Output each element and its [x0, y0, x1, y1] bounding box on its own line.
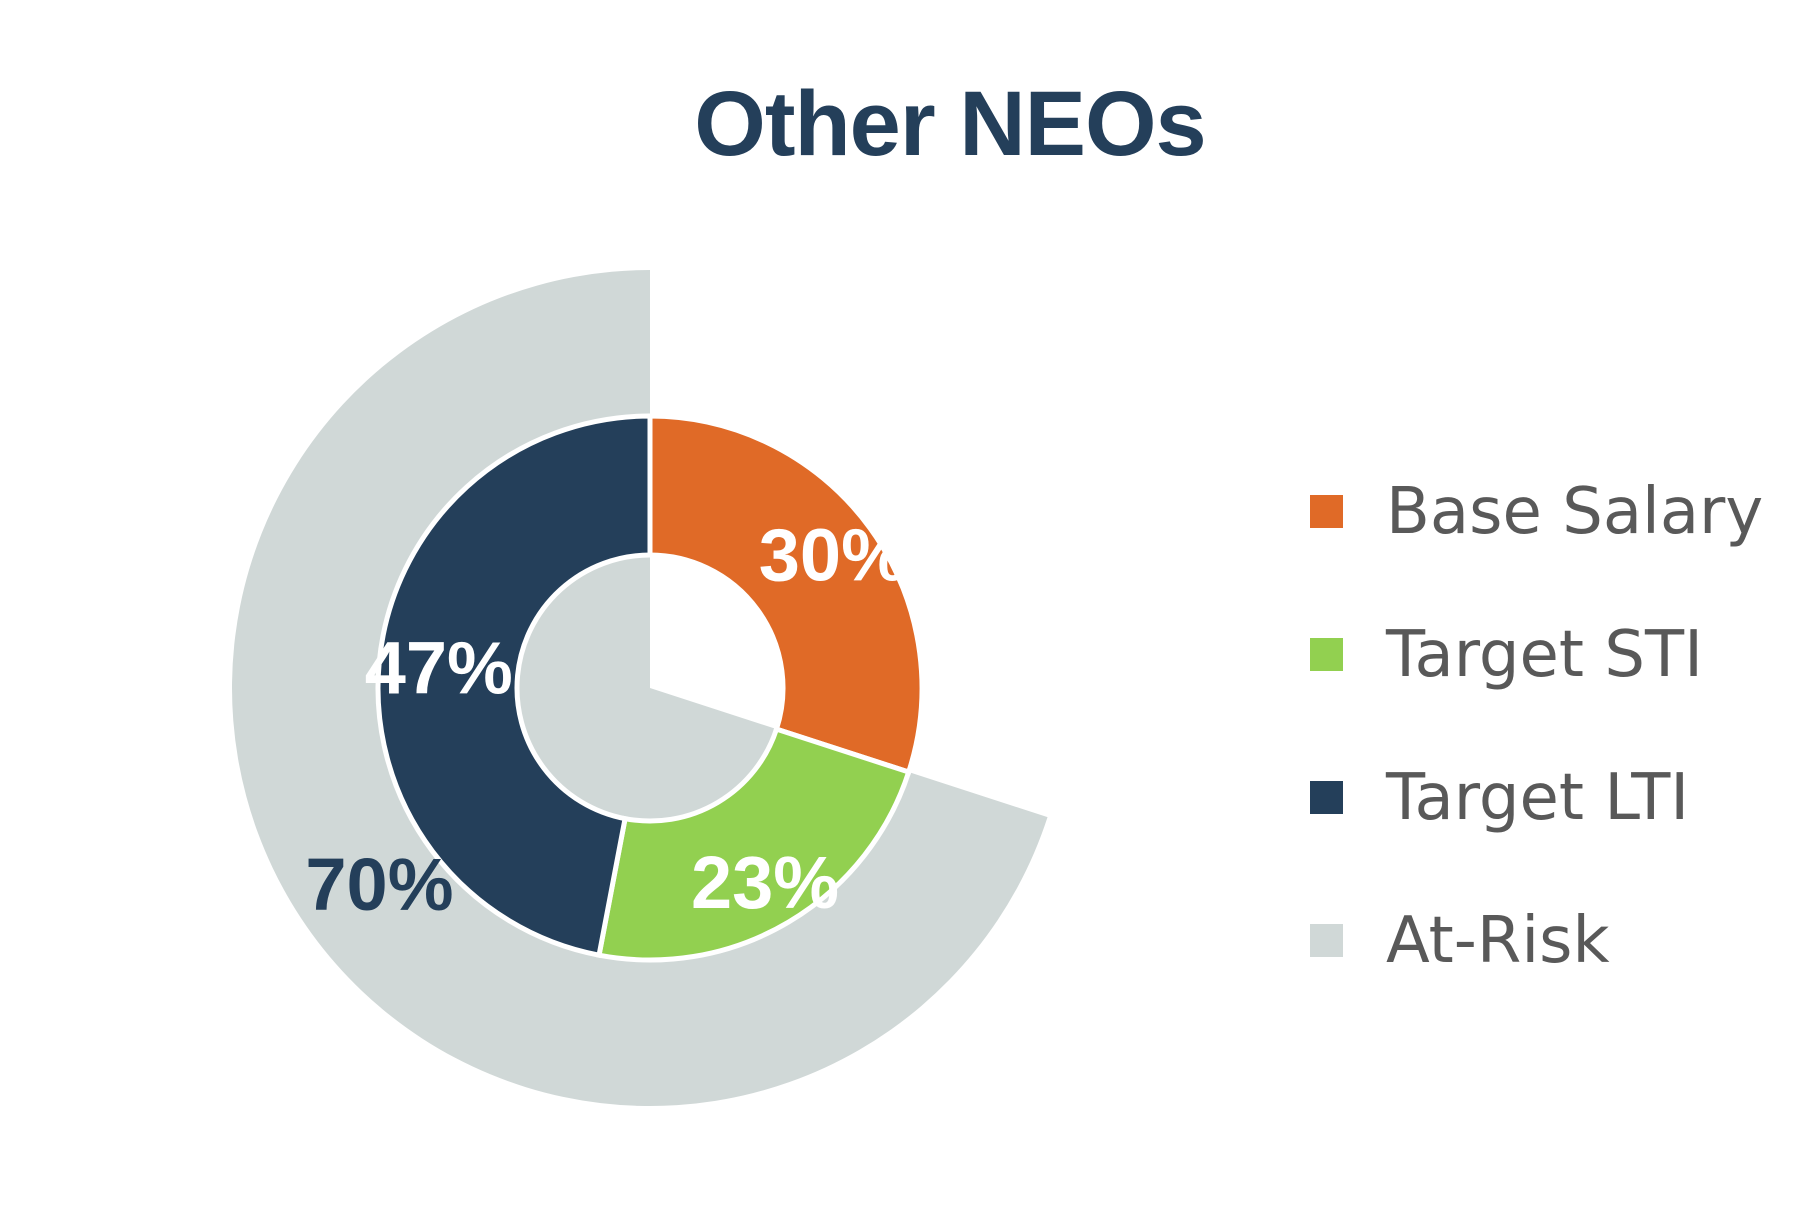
chart-title: Other NEOs [694, 73, 1206, 175]
legend-label-target-lti: Target LTI [1386, 760, 1690, 835]
data-label-outer-at-risk: 70% [305, 843, 453, 926]
slice-labels: 30% 23% 47% 70% [305, 514, 906, 926]
legend-item-at-risk: At-Risk [1310, 869, 1763, 1012]
slice-inner-target-sti [596, 725, 912, 963]
data-label-inner-target-sti: 23% [691, 841, 839, 924]
slice-inner-target-lti [375, 413, 653, 959]
outer-ring [232, 270, 1068, 1106]
legend-swatch-target-lti [1310, 781, 1343, 814]
legend-label-at-risk: At-Risk [1386, 903, 1610, 978]
legend-swatch-at-risk [1310, 924, 1343, 957]
slice-inner-base-salary [647, 413, 925, 776]
legend-label-target-sti: Target STI [1386, 617, 1703, 692]
legend-item-base-salary: Base Salary [1310, 440, 1763, 583]
data-label-inner-base-salary: 30% [759, 514, 907, 597]
inner-ring [375, 413, 925, 963]
legend-swatch-base-salary [1310, 495, 1343, 528]
slice-outer-at-risk [232, 270, 1048, 1106]
data-label-inner-target-lti: 47% [365, 627, 513, 710]
legend-item-target-lti: Target LTI [1310, 726, 1763, 869]
legend-label-base-salary: Base Salary [1386, 474, 1764, 549]
legend: Base Salary Target STI Target LTI At-Ris… [1310, 440, 1763, 1012]
legend-swatch-target-sti [1310, 638, 1343, 671]
legend-item-target-sti: Target STI [1310, 583, 1763, 726]
